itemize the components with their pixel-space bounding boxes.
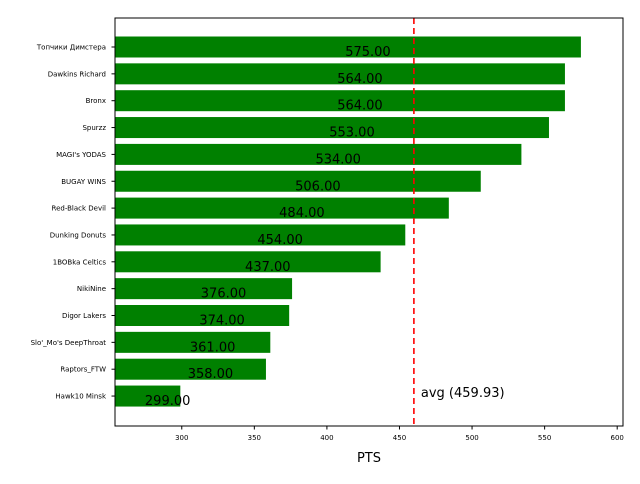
y-tick-label: Slo'_Mo's DeepThroat — [31, 339, 107, 347]
x-tick-label: 300 — [175, 434, 188, 442]
y-tick-label: Dawkins Richard — [48, 70, 106, 78]
bar — [115, 197, 449, 219]
y-tick-label: MAGI's YODAS — [56, 151, 106, 159]
plot-frame — [114, 17, 624, 427]
y-tick-label: NikiNine — [77, 285, 106, 293]
bar-value-label: 299.00 — [145, 394, 191, 409]
x-tick-label: 500 — [465, 434, 478, 442]
y-tick-label: Digor Lakers — [62, 312, 106, 320]
bar — [115, 143, 522, 165]
y-axis: Топчики Димстера Dawkins Richard Bronx Spur… — [31, 44, 115, 401]
bar — [115, 305, 290, 326]
bar-value-label: 564.00 — [337, 72, 383, 87]
bar-value-label: 361.00 — [190, 340, 236, 355]
y-tick-label: Bronx — [86, 97, 106, 105]
bar — [115, 117, 549, 139]
bar — [115, 278, 293, 300]
bar-value-label: 437.00 — [245, 260, 291, 275]
bar — [115, 251, 381, 273]
bar — [115, 331, 271, 353]
x-tick-label: 400 — [320, 434, 333, 442]
x-tick-label: 450 — [393, 434, 406, 442]
bar — [115, 224, 406, 246]
bar-value-label: 484.00 — [279, 206, 325, 221]
bar — [115, 36, 581, 58]
bars-layer: 575.00 564.00 564.00 553.00 534.00 506.00 484.… — [115, 36, 581, 409]
y-tick-label: BUGAY WINS — [61, 178, 106, 186]
y-tick-label: Red-Black Devil — [52, 205, 107, 213]
x-axis: 300 350 400 450 500 550 600 — [175, 426, 624, 442]
bar-value-label: 553.00 — [329, 126, 375, 141]
x-tick-label: 600 — [611, 434, 624, 442]
y-tick-label: 1BOBka Celtics — [53, 258, 107, 266]
x-tick-label: 350 — [248, 434, 261, 442]
bar-value-label: 575.00 — [345, 45, 391, 60]
bar — [115, 90, 565, 112]
avg-layer: avg (459.93) — [413, 18, 505, 426]
bar-value-label: 564.00 — [337, 99, 383, 114]
y-tick-label: Dunking Donuts — [50, 231, 107, 239]
bar-value-label: 376.00 — [201, 287, 247, 302]
bar — [115, 385, 181, 407]
x-axis-label: PTS — [357, 451, 381, 466]
bar — [115, 63, 565, 85]
bar — [115, 170, 481, 192]
y-tick-label: Топчики Димстера — [36, 44, 106, 52]
bar-value-label: 374.00 — [199, 314, 245, 329]
bar-value-label: 534.00 — [315, 152, 361, 167]
x-tick-label: 550 — [538, 434, 551, 442]
y-tick-label: Raptors_FTW — [60, 366, 106, 374]
bar-value-label: 506.00 — [295, 179, 341, 194]
bar — [115, 358, 266, 380]
y-tick-label: Spurzz — [82, 124, 106, 132]
bar-value-label: 454.00 — [257, 233, 303, 248]
y-tick-label: Hawk10 Minsk — [55, 393, 107, 401]
bar-value-label: 358.00 — [188, 367, 234, 382]
average-label: avg (459.93) — [421, 386, 505, 401]
